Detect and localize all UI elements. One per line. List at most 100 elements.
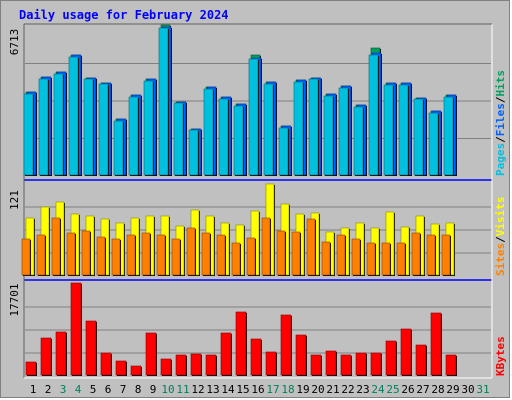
bar-kbytes-kbytes-1-face	[25, 361, 37, 376]
bar-sites-visits-sites-6-face	[96, 236, 106, 276]
bar-pages-files-hits-pages-16-face	[248, 58, 259, 176]
bar-kbytes-kbytes-4-face	[70, 282, 82, 376]
bar-kbytes-kbytes-28	[430, 312, 442, 376]
bar-sites-visits-sites-29-face	[441, 234, 451, 276]
bar-pages-files-hits-pages-19-face	[293, 81, 304, 176]
bar-kbytes-kbytes-13-face	[205, 354, 217, 376]
bar-kbytes-kbytes-8	[130, 365, 142, 376]
bar-kbytes-kbytes-19-face	[295, 334, 307, 376]
bar-sites-visits-sites-21	[321, 241, 331, 276]
bar-pages-files-hits-pages-26	[398, 84, 409, 176]
bar-sites-visits-sites-5-face	[81, 230, 91, 276]
bar-kbytes-kbytes-15	[235, 311, 247, 376]
bar-sites-visits-sites-17-face	[261, 217, 271, 276]
bar-kbytes-kbytes-2-face	[40, 337, 52, 376]
bar-pages-files-hits-pages-9	[143, 80, 154, 176]
bar-kbytes-kbytes-20-face	[310, 354, 322, 376]
bar-pages-files-hits-pages-25	[383, 84, 394, 176]
bar-sites-visits-sites-22-face	[336, 234, 346, 276]
xtick-label-28: 28	[431, 383, 444, 396]
legend-separator: /	[494, 236, 507, 243]
bar-kbytes-kbytes-29-face	[445, 354, 457, 376]
bar-pages-files-hits-pages-24	[368, 54, 379, 176]
bar-sites-visits-sites-22	[336, 234, 346, 276]
bar-kbytes-kbytes-7	[115, 360, 127, 376]
legend-item-visits: Visits	[494, 197, 507, 237]
legend-item-kbytes: KBytes	[494, 336, 507, 376]
chart-title: Daily usage for February 2024	[19, 8, 229, 22]
bar-pages-files-hits-pages-6	[98, 83, 109, 176]
xtick-label-20: 20	[311, 383, 324, 396]
bar-pages-files-hits-pages-18-face	[278, 127, 289, 176]
bar-kbytes-kbytes-6	[100, 352, 112, 376]
bar-sites-visits-sites-29	[441, 234, 451, 276]
legend-kbytes: KBytes	[494, 336, 507, 376]
xtick-label-17: 17	[266, 383, 279, 396]
bar-kbytes-kbytes-10-face	[160, 358, 172, 376]
bar-sites-visits-sites-14	[216, 234, 226, 276]
bar-pages-files-hits-pages-14-face	[218, 98, 229, 176]
bar-pages-files-hits-pages-8-face	[128, 96, 139, 176]
bar-kbytes-kbytes-12-face	[190, 353, 202, 376]
xtick-label-8: 8	[135, 383, 142, 396]
bar-pages-files-hits-pages-10-face	[158, 27, 169, 176]
bar-pages-files-hits-pages-20	[308, 78, 319, 176]
xtick-label-26: 26	[401, 383, 414, 396]
bar-pages-files-hits-pages-19	[293, 81, 304, 176]
bar-kbytes-kbytes-3	[55, 331, 67, 376]
bar-pages-files-hits-pages-4	[68, 56, 79, 176]
bar-pages-files-hits-pages-10	[158, 27, 169, 176]
legend-item-sites: Sites	[494, 243, 507, 276]
bar-sites-visits-sites-16	[246, 237, 256, 276]
bar-pages-files-hits-pages-28	[428, 112, 439, 176]
xtick-label-12: 12	[191, 383, 204, 396]
bar-pages-files-hits-pages-3	[53, 73, 64, 176]
xtick-label-25: 25	[386, 383, 399, 396]
bar-kbytes-kbytes-15-face	[235, 311, 247, 376]
bar-sites-visits-sites-9	[141, 232, 151, 276]
bar-kbytes-kbytes-23	[355, 352, 367, 376]
bar-kbytes-kbytes-16	[250, 338, 262, 376]
bar-pages-files-hits-pages-9-face	[143, 80, 154, 176]
xtick-label-18: 18	[281, 383, 294, 396]
bar-kbytes-kbytes-29	[445, 354, 457, 376]
bar-sites-visits-sites-25	[381, 242, 391, 276]
ytick-max-pages-files-hits: 6713	[8, 29, 21, 56]
bar-kbytes-kbytes-25-face	[385, 340, 397, 376]
bar-pages-files-hits-pages-6-face	[98, 83, 109, 176]
legend-item-files: Files	[494, 103, 507, 136]
xtick-label-11: 11	[176, 383, 189, 396]
bar-sites-visits-sites-28	[426, 234, 436, 276]
bar-pages-files-hits-pages-22-face	[338, 87, 349, 176]
bar-sites-visits-sites-27-face	[411, 232, 421, 276]
bar-sites-visits-sites-1-face	[21, 238, 31, 276]
bar-kbytes-kbytes-13	[205, 354, 217, 376]
bar-kbytes-kbytes-5-face	[85, 320, 97, 376]
bar-kbytes-kbytes-12	[190, 353, 202, 376]
bar-sites-visits-sites-28-face	[426, 234, 436, 276]
bar-pages-files-hits-pages-29	[443, 96, 454, 176]
bar-kbytes-kbytes-5	[85, 320, 97, 376]
xtick-label-31: 31	[476, 383, 489, 396]
bar-kbytes-kbytes-1	[25, 361, 37, 376]
bar-pages-files-hits-pages-28-face	[428, 112, 439, 176]
bar-kbytes-kbytes-14	[220, 332, 232, 376]
bar-sites-visits-sites-3-face	[51, 217, 61, 276]
bar-sites-visits-sites-10	[156, 234, 166, 276]
panel-kbytes: 17701 KBytes	[8, 282, 507, 376]
bar-kbytes-kbytes-16-face	[250, 338, 262, 376]
bar-pages-files-hits-pages-23	[353, 106, 364, 176]
xtick-label-30: 30	[461, 383, 474, 396]
bar-pages-files-hits-pages-2-face	[38, 78, 49, 176]
bar-kbytes-kbytes-23-face	[355, 352, 367, 376]
bar-sites-visits-sites-14-face	[216, 234, 226, 276]
bar-kbytes-kbytes-24-face	[370, 352, 382, 376]
bar-pages-files-hits-pages-16	[248, 58, 259, 176]
bar-pages-files-hits-pages-11-face	[173, 102, 184, 176]
bar-sites-visits-sites-24	[366, 242, 376, 276]
bar-sites-visits-sites-7	[111, 238, 121, 276]
bar-sites-visits-sites-18-face	[276, 230, 286, 276]
bar-sites-visits-sites-25-face	[381, 242, 391, 276]
bar-sites-visits-sites-4	[66, 232, 76, 276]
